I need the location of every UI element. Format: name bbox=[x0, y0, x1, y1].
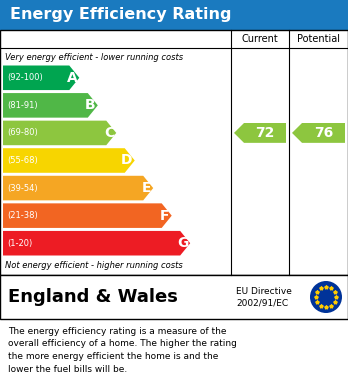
Text: Very energy efficient - lower running costs: Very energy efficient - lower running co… bbox=[5, 54, 183, 63]
Text: C: C bbox=[104, 126, 114, 140]
Text: (55-68): (55-68) bbox=[7, 156, 38, 165]
Text: (92-100): (92-100) bbox=[7, 73, 43, 82]
Text: EU Directive
2002/91/EC: EU Directive 2002/91/EC bbox=[236, 287, 292, 307]
Text: The energy efficiency rating is a measure of the
overall efficiency of a home. T: The energy efficiency rating is a measur… bbox=[8, 327, 237, 373]
Text: Current: Current bbox=[242, 34, 278, 44]
Text: A: A bbox=[66, 71, 77, 85]
Text: G: G bbox=[177, 236, 188, 250]
Bar bbox=[0, 30, 348, 275]
Text: B: B bbox=[85, 99, 96, 112]
Text: England & Wales: England & Wales bbox=[8, 288, 178, 306]
Polygon shape bbox=[292, 123, 345, 143]
Text: 72: 72 bbox=[255, 126, 275, 140]
Polygon shape bbox=[3, 203, 172, 228]
Text: (39-54): (39-54) bbox=[7, 183, 38, 193]
Text: (81-91): (81-91) bbox=[7, 101, 38, 110]
Text: E: E bbox=[142, 181, 151, 195]
Text: Energy Efficiency Rating: Energy Efficiency Rating bbox=[10, 7, 231, 23]
Text: Not energy efficient - higher running costs: Not energy efficient - higher running co… bbox=[5, 262, 183, 271]
Bar bbox=[0, 275, 348, 319]
Text: Potential: Potential bbox=[297, 34, 340, 44]
Text: (69-80): (69-80) bbox=[7, 128, 38, 137]
Polygon shape bbox=[3, 148, 135, 173]
Polygon shape bbox=[3, 121, 116, 145]
Text: (1-20): (1-20) bbox=[7, 239, 32, 248]
Polygon shape bbox=[3, 176, 153, 200]
Polygon shape bbox=[3, 93, 98, 118]
Text: (21-38): (21-38) bbox=[7, 211, 38, 220]
Polygon shape bbox=[3, 231, 190, 255]
Circle shape bbox=[310, 281, 342, 313]
Text: F: F bbox=[160, 209, 170, 222]
Polygon shape bbox=[234, 123, 286, 143]
Polygon shape bbox=[3, 66, 79, 90]
Text: D: D bbox=[121, 154, 133, 167]
Text: 76: 76 bbox=[314, 126, 333, 140]
Bar bbox=[0, 0, 348, 30]
